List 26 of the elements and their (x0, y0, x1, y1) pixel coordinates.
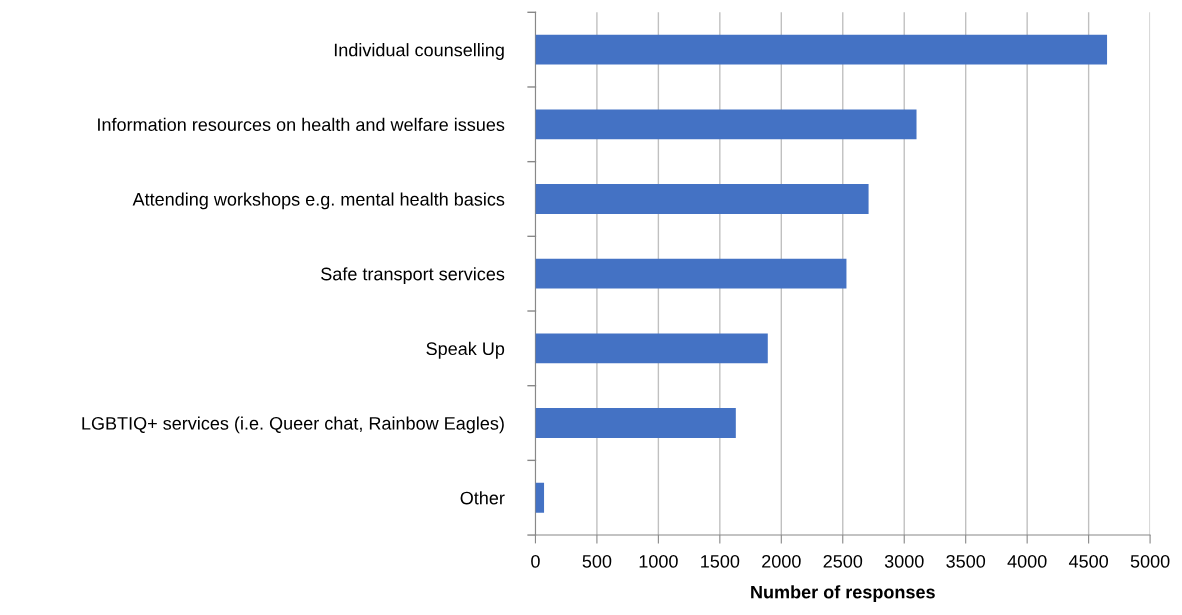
x-tick-label: 4500 (1068, 554, 1108, 568)
y-tick-label: Attending workshops e.g. mental health basics (132, 192, 505, 210)
y-tick-label: Other (460, 491, 505, 505)
bar (535, 184, 869, 214)
bar (535, 408, 736, 438)
x-tick-label: 2000 (762, 554, 801, 568)
y-tick-label: Information resources on health and welfare issues (98, 117, 505, 132)
x-tick-label: 500 (582, 554, 612, 568)
bar (535, 34, 1108, 65)
x-tick-label: 4000 (1007, 554, 1047, 568)
y-tick-label: Individual counselling (334, 43, 504, 60)
x-tick-label: 1500 (701, 554, 740, 568)
x-tick-label: 1000 (639, 554, 678, 568)
bar (535, 333, 768, 364)
x-tick-label: 2500 (823, 554, 863, 568)
bar (535, 109, 917, 140)
bar (535, 482, 545, 513)
x-tick-label: 3000 (884, 554, 924, 568)
x-tick-label: 3500 (946, 554, 986, 568)
x-tick-label: 5000 (1130, 554, 1170, 568)
x-axis-title: Number of responses (751, 585, 935, 603)
x-tick-label: 0 (531, 554, 540, 568)
bar (535, 258, 847, 289)
y-tick-label: Speak Up (426, 341, 505, 359)
y-tick-label: LGBTIQ+ services (i.e. Queer chat, Rainbow Eagles) (82, 416, 504, 434)
y-tick-label: Safe transport services (321, 267, 505, 284)
